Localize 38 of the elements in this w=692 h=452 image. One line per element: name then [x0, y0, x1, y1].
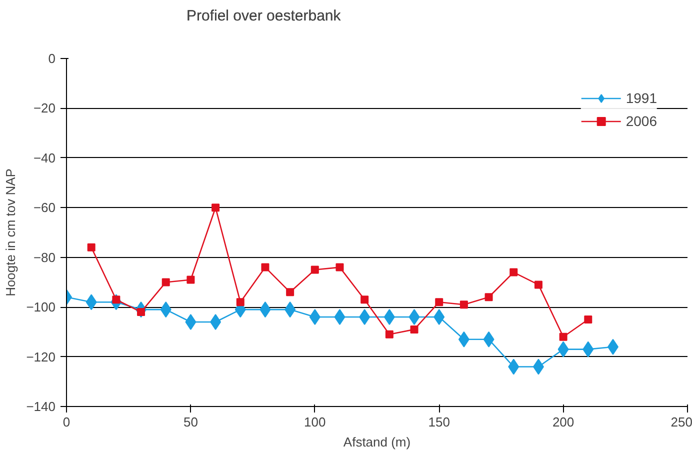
point	[410, 325, 418, 334]
point	[186, 276, 195, 284]
point	[212, 204, 220, 212]
x-axis-title: Afstand (m)	[343, 434, 411, 450]
point	[261, 263, 270, 272]
chart-title: Profiel over oesterbank	[186, 8, 342, 24]
point	[534, 280, 542, 289]
legend-label: 1991	[626, 90, 657, 106]
y-tick-label: −80	[33, 250, 56, 265]
legend-label: 2006	[626, 113, 657, 129]
point	[510, 268, 518, 276]
y-tick-label: −120	[26, 349, 56, 364]
point	[310, 266, 319, 274]
y-tick-label: 0	[48, 51, 56, 66]
point	[584, 316, 592, 324]
y-tick-label: −40	[33, 150, 56, 166]
point	[87, 243, 96, 252]
y-tick-label: −140	[26, 399, 56, 414]
y-tick-label: −100	[26, 300, 56, 315]
point	[360, 296, 369, 304]
point	[162, 278, 170, 286]
x-tick-label: 100	[304, 414, 326, 430]
x-tick-label: 50	[183, 414, 198, 430]
point	[286, 288, 294, 296]
point	[460, 300, 468, 309]
x-tick-label: 250	[670, 414, 692, 430]
point	[559, 332, 568, 341]
point	[484, 293, 493, 302]
point	[236, 298, 244, 306]
y-tick-label: −20	[33, 100, 56, 116]
point	[435, 298, 444, 306]
x-tick-label: 0	[62, 414, 70, 430]
y-tick-label: −60	[33, 200, 56, 216]
point	[336, 263, 344, 272]
x-tick-label: 200	[552, 414, 574, 430]
y-axis-title: Hoogte in cm tov NAP	[3, 168, 18, 296]
point	[385, 330, 394, 338]
x-tick-label: 150	[428, 414, 450, 430]
